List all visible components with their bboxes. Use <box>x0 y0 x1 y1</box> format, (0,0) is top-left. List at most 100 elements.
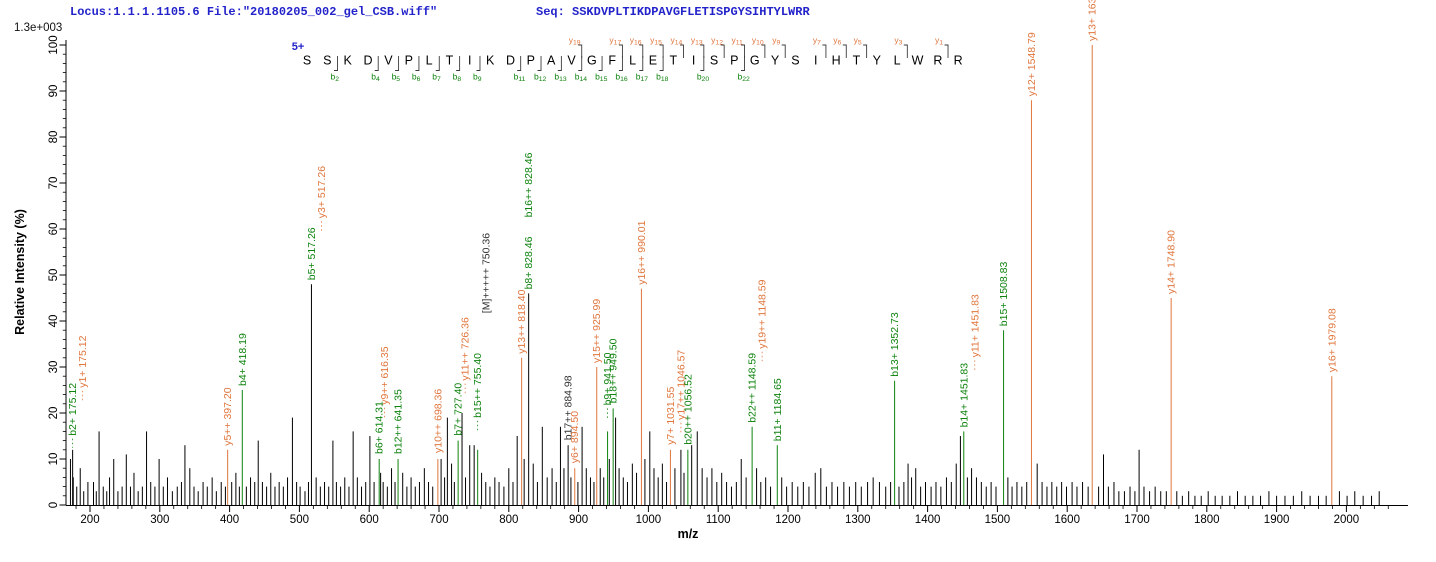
y-tick-label: 60 <box>48 223 60 236</box>
residue-letter: I <box>814 54 817 68</box>
b-ion-label: b7 <box>432 72 441 84</box>
peak-label: y7+ 1031.55 <box>665 387 677 445</box>
x-tick-label: 700 <box>429 514 448 526</box>
y-ion-label: y16 <box>630 35 642 47</box>
b-ion-label: b6 <box>412 72 421 84</box>
y-ion-label: y6 <box>833 35 841 47</box>
y-ion-label: y10 <box>752 35 764 47</box>
b-ion-marker <box>700 56 705 71</box>
x-tick-label: 1900 <box>1264 514 1290 526</box>
peak-label: b9+ 941.50 <box>602 352 614 405</box>
y-tick-label: 90 <box>48 85 60 98</box>
peak-label: y5++ 397.20 <box>222 387 234 446</box>
peak-label: y19++ 1148.59 <box>757 279 769 348</box>
b-ion-marker <box>557 56 562 71</box>
residue-letter: Y <box>873 54 882 68</box>
b-ion-label: b15 <box>595 72 608 84</box>
y-ion-marker <box>863 44 868 58</box>
x-tick-label: 1400 <box>915 514 941 526</box>
residue-letter: G <box>750 54 760 68</box>
peak-label: [M]+++++ 750.36 <box>481 233 493 313</box>
b-ion-label: b14 <box>575 72 588 84</box>
x-tick-label: 1300 <box>845 514 871 526</box>
b-ion-label: b2 <box>331 72 340 84</box>
y-ion-label: y11 <box>732 35 744 47</box>
seq-value: SSKDVPLTIKDPAVGFLETISPGYSIHTYLWRR <box>572 5 810 19</box>
x-tick-label: 1100 <box>706 514 731 526</box>
peak-label: b22++ 1148.59 <box>747 353 759 423</box>
seq-label: Seq: <box>536 5 565 19</box>
peak-label: b6+ 614.31 <box>374 401 386 454</box>
peak-label: b14+ 1451.83 <box>958 363 970 428</box>
y-tick-label: 10 <box>48 453 60 466</box>
residue-letter: S <box>791 54 799 68</box>
residue-letter: V <box>384 54 393 68</box>
peak-label: b20++ 1056.52 <box>682 374 694 445</box>
residue-letter: G <box>587 54 597 68</box>
residue-letter: D <box>506 54 515 68</box>
b-ion-label: b12 <box>534 72 547 84</box>
residue-letter: K <box>486 54 495 68</box>
y-tick-label: 80 <box>48 131 60 144</box>
y-ion-label: y5 <box>854 35 862 47</box>
y-tick-label: 30 <box>48 361 60 374</box>
x-tick-label: 800 <box>499 514 518 526</box>
y-ion-label: y17 <box>609 35 621 47</box>
residue-letter: S <box>303 54 311 68</box>
b-ion-label: b5 <box>392 72 401 84</box>
b-ion-marker <box>618 56 623 71</box>
y-ion-label: y12 <box>711 35 723 47</box>
x-tick-label: 1800 <box>1194 514 1220 526</box>
x-tick-label: 1000 <box>636 514 662 526</box>
x-tick-label: 1700 <box>1124 514 1150 526</box>
b-ion-marker <box>537 56 542 71</box>
peak-label: y12+ 1548.79 <box>1026 32 1038 96</box>
y-ion-label: y13 <box>691 35 703 47</box>
peak-label: b18++ 949.50 <box>608 338 620 403</box>
b-ion-label: b9 <box>473 72 482 84</box>
b-ion-marker <box>517 56 522 71</box>
residue-letter: W <box>912 54 924 68</box>
b-ion-marker <box>741 56 745 71</box>
residue-letter: I <box>692 54 695 68</box>
b-ion-label: b8 <box>453 72 462 84</box>
x-tick-label: 1500 <box>985 514 1011 526</box>
b-ion-marker <box>476 56 481 71</box>
noise-peaks <box>69 413 1380 505</box>
residue-letter: P <box>405 54 413 68</box>
x-tick-label: 400 <box>220 514 239 526</box>
y-ion-label: y3 <box>894 35 902 47</box>
residue-letter: K <box>344 54 353 68</box>
b-ion-marker <box>578 56 583 71</box>
x-tick-label: 500 <box>290 514 309 526</box>
peak-label: b12++ 641.35 <box>393 389 405 454</box>
residue-letter: F <box>608 54 616 68</box>
residue-letter: R <box>933 54 942 68</box>
peak-label: b5+ 517.26 <box>306 227 318 280</box>
b-ion-marker <box>639 56 644 71</box>
b-ion-label: b18 <box>656 72 669 84</box>
y-tick-label: 100 <box>48 35 60 54</box>
peak-label: b11+ 1184.65 <box>772 378 784 441</box>
b-ion-label: b17 <box>636 72 649 84</box>
x-tick-label: 2000 <box>1334 514 1360 526</box>
b-ion-marker <box>415 56 420 71</box>
residue-letter: S <box>710 54 718 68</box>
peak-label: y13++ 818.40 <box>516 289 528 353</box>
y-ion-label: y15 <box>650 35 662 47</box>
y-ion-label: y19 <box>569 35 581 47</box>
y-tick-label: 50 <box>48 269 60 282</box>
x-tick-label: 1600 <box>1054 514 1080 526</box>
header-locus-file: Locus:1.1.1.1105.6 File:"20180205_002_ge… <box>70 5 438 19</box>
y-ion-marker <box>741 44 745 58</box>
y-ion-marker <box>944 44 949 58</box>
y-ion-marker <box>720 44 725 58</box>
peak-label: y11+ 1451.83 <box>969 294 981 357</box>
y-tick-label: 40 <box>48 315 60 328</box>
b-ion-label: b22 <box>738 72 751 84</box>
b-ion-label: b13 <box>554 72 567 84</box>
peak-label: b13+ 1352.73 <box>889 312 901 377</box>
y-ion-label: y9 <box>772 35 780 47</box>
y-ion-label: y1 <box>935 35 943 47</box>
